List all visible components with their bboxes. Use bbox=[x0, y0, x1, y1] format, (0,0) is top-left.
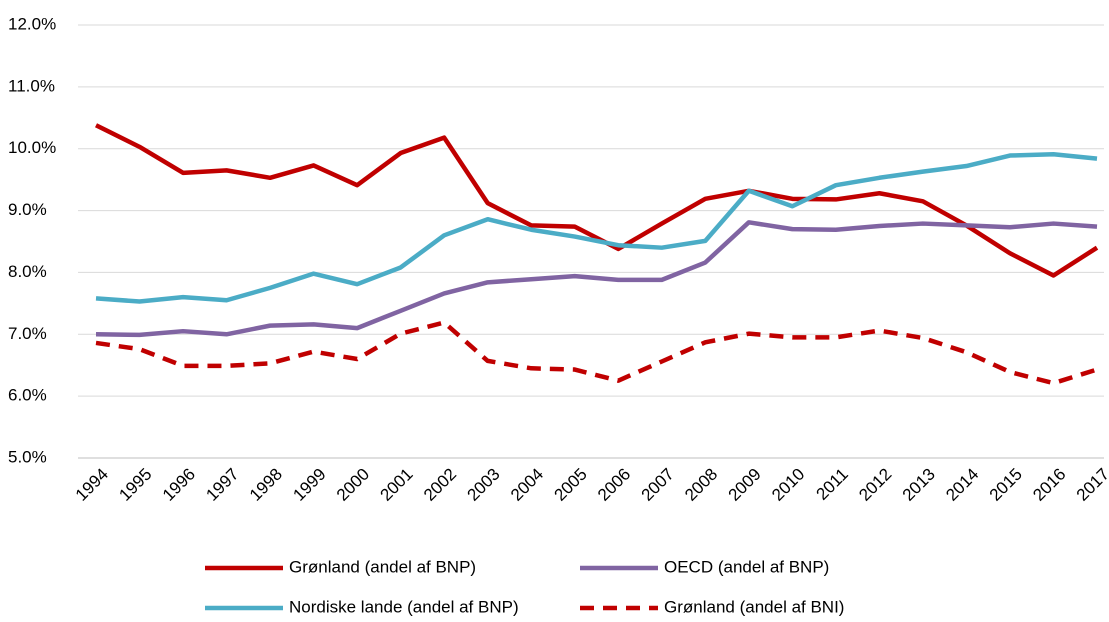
legend-label: Grønland (andel af BNP) bbox=[289, 557, 476, 576]
x-tick-label: 2017 bbox=[1073, 465, 1109, 505]
line bbox=[95, 320, 1098, 386]
x-tick-label: 2012 bbox=[855, 465, 895, 505]
x-tick-label: 1994 bbox=[72, 465, 112, 505]
x-tick-label: 2005 bbox=[551, 465, 591, 505]
line bbox=[95, 152, 1098, 304]
line bbox=[95, 220, 1098, 338]
x-tick-label: 2009 bbox=[725, 465, 765, 505]
x-tick-label: 2015 bbox=[986, 465, 1026, 505]
x-tick-label: 2010 bbox=[768, 465, 808, 505]
x-tick-label: 2002 bbox=[420, 465, 460, 505]
x-tick-label: 2016 bbox=[1029, 465, 1069, 505]
x-tick-label: 2003 bbox=[464, 465, 504, 505]
y-tick-label: 7.0% bbox=[8, 324, 47, 343]
x-tick-label: 2013 bbox=[899, 465, 939, 505]
y-tick-label: 12.0% bbox=[8, 14, 56, 33]
x-tick-label: 2011 bbox=[813, 465, 852, 504]
y-tick-label: 8.0% bbox=[8, 262, 47, 281]
y-tick-label: 5.0% bbox=[8, 447, 47, 466]
x-tick-label: 1995 bbox=[115, 465, 155, 505]
x-tick-label: 2000 bbox=[333, 465, 373, 505]
y-tick-label: 9.0% bbox=[8, 200, 47, 219]
legend-label: Grønland (andel af BNI) bbox=[664, 597, 844, 616]
x-tick-label: 1999 bbox=[289, 465, 329, 505]
x-tick-label: 2004 bbox=[507, 465, 547, 505]
y-tick-label: 10.0% bbox=[8, 138, 56, 157]
x-tick-label: 1998 bbox=[246, 465, 286, 505]
y-tick-label: 6.0% bbox=[8, 386, 47, 405]
x-tick-label: 2006 bbox=[594, 465, 634, 505]
x-tick-label: 2014 bbox=[942, 465, 982, 505]
x-tick-label: 2007 bbox=[638, 465, 678, 505]
legend-label: Nordiske lande (andel af BNP) bbox=[289, 597, 519, 616]
line bbox=[94, 123, 1099, 278]
x-tick-label: 2008 bbox=[681, 465, 721, 505]
y-tick-label: 11.0% bbox=[8, 76, 55, 95]
x-tick-label: 2001 bbox=[376, 465, 416, 505]
x-tick-label: 1996 bbox=[159, 465, 199, 505]
legend-label: OECD (andel af BNP) bbox=[664, 557, 829, 576]
x-tick-label: 1997 bbox=[202, 465, 242, 505]
